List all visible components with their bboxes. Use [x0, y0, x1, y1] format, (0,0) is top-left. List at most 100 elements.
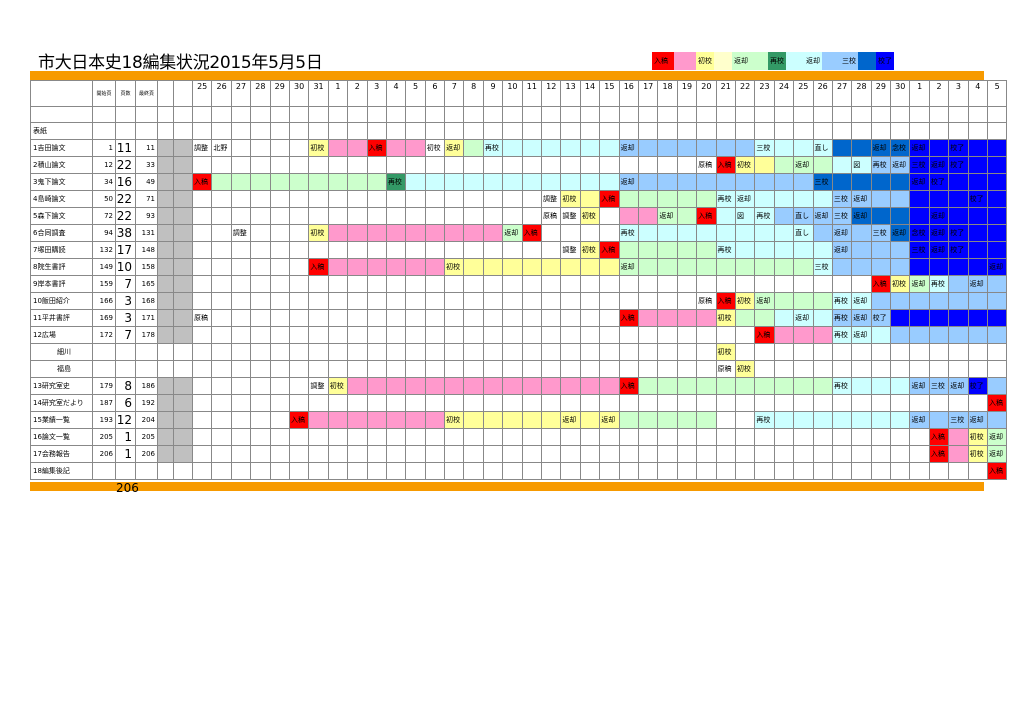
schedule-cell: 返却 — [967, 275, 989, 293]
last-page — [135, 360, 158, 378]
schedule-cell: 再校 — [754, 207, 775, 225]
schedule-cell: 入稿 — [928, 445, 950, 463]
schedule-cell — [676, 139, 698, 157]
schedule-cell — [424, 309, 446, 327]
schedule-cell — [715, 326, 736, 344]
schedule-cell: 返却 — [967, 411, 989, 429]
schedule-cell — [521, 428, 543, 446]
date-header: 7 — [444, 80, 465, 107]
schedule-cell — [502, 309, 523, 327]
schedule-cell — [211, 258, 232, 276]
schedule-cell — [793, 275, 814, 293]
schedule-cell — [637, 377, 659, 395]
schedule-cell: 入稿 — [288, 411, 310, 429]
schedule-cell — [308, 275, 329, 293]
schedule-cell — [347, 445, 368, 463]
date-header: 11 — [521, 80, 543, 107]
start-page: 94 — [92, 224, 116, 242]
schedule-cell — [657, 462, 678, 480]
schedule-cell — [579, 275, 601, 293]
schedule-cell: 返却 — [831, 224, 853, 242]
schedule-cell: 再校 — [831, 377, 853, 395]
schedule-cell — [812, 326, 833, 344]
schedule-cell — [385, 428, 407, 446]
schedule-cell — [463, 173, 484, 191]
schedule-cell: 三校 — [831, 190, 853, 208]
schedule-cell: 入稿 — [308, 258, 329, 276]
blank-cell — [502, 106, 523, 123]
schedule-cell: 返却 — [851, 190, 872, 208]
schedule-cell — [560, 462, 581, 480]
schedule-cell — [967, 207, 989, 225]
schedule-cell — [541, 343, 562, 361]
blank-cell — [92, 106, 116, 123]
last-page — [135, 343, 158, 361]
blank-cell — [754, 106, 775, 123]
schedule-cell — [230, 394, 252, 412]
schedule-cell — [734, 309, 756, 327]
schedule-cell — [250, 292, 271, 310]
schedule-cell — [541, 462, 562, 480]
schedule-cell — [657, 156, 678, 174]
schedule-cell — [870, 292, 892, 310]
date-header: 26 — [211, 80, 232, 107]
date-header: 29 — [870, 80, 892, 107]
schedule-cell — [909, 343, 930, 361]
schedule-cell — [327, 360, 349, 378]
date-header: 3 — [948, 80, 969, 107]
schedule-cell — [482, 462, 504, 480]
schedule-cell — [793, 326, 814, 344]
schedule-cell — [851, 360, 872, 378]
schedule-cell — [773, 292, 795, 310]
schedule-cell — [347, 309, 368, 327]
schedule-cell — [967, 241, 989, 259]
schedule-cell: 返却 — [890, 224, 911, 242]
schedule-cell — [599, 224, 620, 242]
schedule-cell — [250, 394, 271, 412]
schedule-cell — [637, 258, 659, 276]
schedule-cell: 返却 — [657, 207, 678, 225]
page-count: 11 — [115, 139, 136, 157]
schedule-cell — [890, 292, 911, 310]
schedule-cell — [211, 377, 232, 395]
schedule-cell — [366, 241, 387, 259]
schedule-cell — [560, 224, 581, 242]
schedule-cell — [327, 411, 349, 429]
spacer — [173, 207, 193, 225]
schedule-cell — [347, 360, 368, 378]
schedule-cell — [521, 343, 543, 361]
schedule-cell: 入稿 — [521, 224, 543, 242]
schedule-cell — [987, 360, 1008, 378]
start-page: 50 — [92, 190, 116, 208]
schedule-cell — [599, 326, 620, 344]
schedule-cell: 初校 — [308, 224, 329, 242]
schedule-cell — [288, 326, 310, 344]
schedule-cell — [637, 462, 659, 480]
schedule-cell — [948, 207, 969, 225]
schedule-cell — [521, 377, 543, 395]
schedule-cell — [831, 394, 853, 412]
schedule-cell — [385, 139, 407, 157]
schedule-cell — [250, 156, 271, 174]
schedule-cell: 返却 — [909, 173, 930, 191]
schedule-cell — [502, 241, 523, 259]
table-row: 細川 初校 — [30, 343, 1008, 361]
schedule-cell — [191, 258, 213, 276]
item-name: 10飯田紹介 — [30, 292, 93, 310]
schedule-cell — [793, 445, 814, 463]
schedule-cell: 三校 — [812, 173, 833, 191]
spacer — [173, 173, 193, 191]
schedule-cell — [288, 173, 310, 191]
schedule-cell — [463, 241, 484, 259]
schedule-cell — [676, 309, 698, 327]
schedule-cell — [191, 275, 213, 293]
schedule-cell — [541, 428, 562, 446]
schedule-cell — [579, 122, 601, 140]
page-count: 8 — [115, 377, 136, 395]
schedule-cell — [482, 190, 504, 208]
schedule-cell — [269, 326, 290, 344]
date-header: 3 — [366, 80, 387, 107]
schedule-cell: 調整 — [230, 224, 252, 242]
header-spacer — [157, 80, 174, 107]
schedule-cell — [463, 428, 484, 446]
